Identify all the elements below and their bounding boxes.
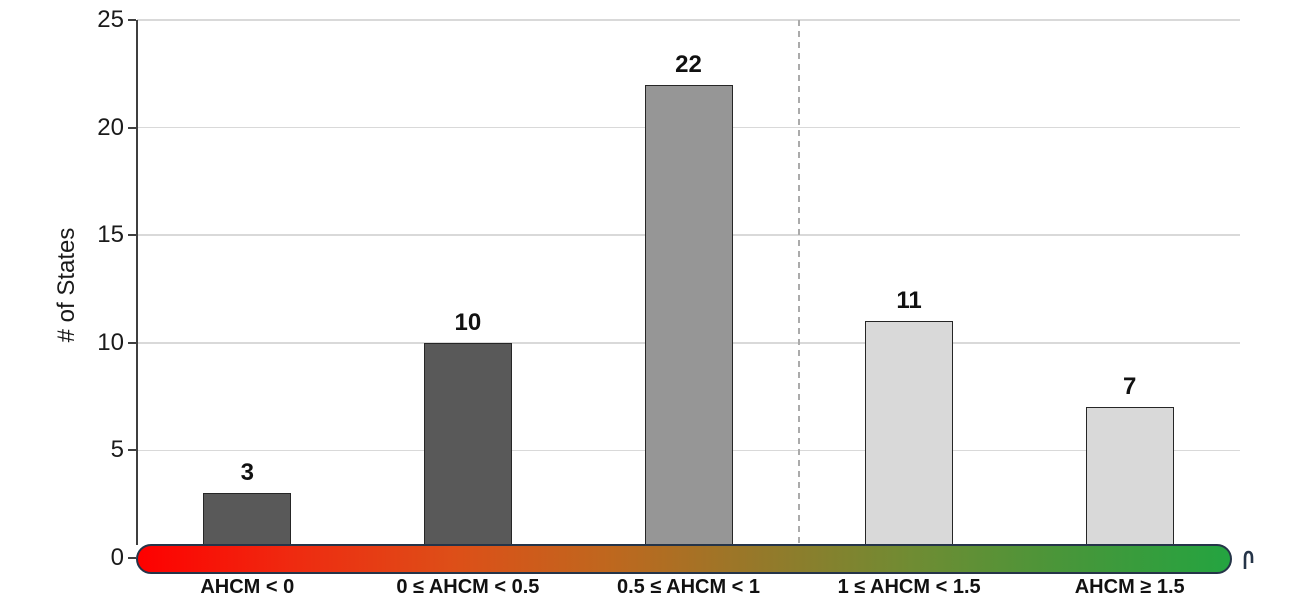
x-category-label: AHCM < 0: [200, 576, 295, 598]
y-tick-mark: [128, 234, 136, 237]
y-axis-line: [136, 20, 138, 545]
y-tick-label: 10: [97, 328, 124, 356]
bar-value-label: 11: [896, 287, 922, 315]
y-tick-label: 20: [97, 113, 124, 141]
y-tick-mark: [128, 557, 136, 559]
y-tick-mark: [128, 449, 136, 452]
x-category-label: 0.5 ≤ AHCM < 1: [616, 576, 761, 598]
y-tick-mark: [128, 126, 136, 129]
y-tick-label: 5: [110, 436, 124, 464]
group-divider-line: [798, 20, 800, 544]
bar: [1085, 407, 1174, 546]
bar-value-label: 22: [675, 50, 702, 78]
bar: [644, 84, 733, 546]
bar: [423, 342, 512, 546]
y-tick-mark: [128, 341, 136, 344]
axis-end-mark: [1243, 550, 1255, 575]
bar-value-label: 7: [1123, 373, 1137, 401]
x-category-label: 1 ≤ AHCM < 1.5: [837, 576, 981, 598]
bar: [865, 321, 954, 546]
y-tick-label: 15: [97, 221, 124, 249]
y-tick-label: 25: [97, 6, 124, 33]
y-tick-mark: [128, 19, 136, 21]
bar-value-label: 3: [240, 459, 254, 487]
x-category-label: 0 ≤ AHCM < 0.5: [396, 576, 540, 598]
y-tick-label: 0: [110, 544, 124, 571]
bar: [203, 493, 292, 546]
gridline: [137, 19, 1240, 21]
x-axis-gradient-bar: [136, 544, 1232, 574]
x-category-label: AHCM ≥ 1.5: [1074, 576, 1185, 598]
bar-value-label: 10: [454, 308, 482, 336]
